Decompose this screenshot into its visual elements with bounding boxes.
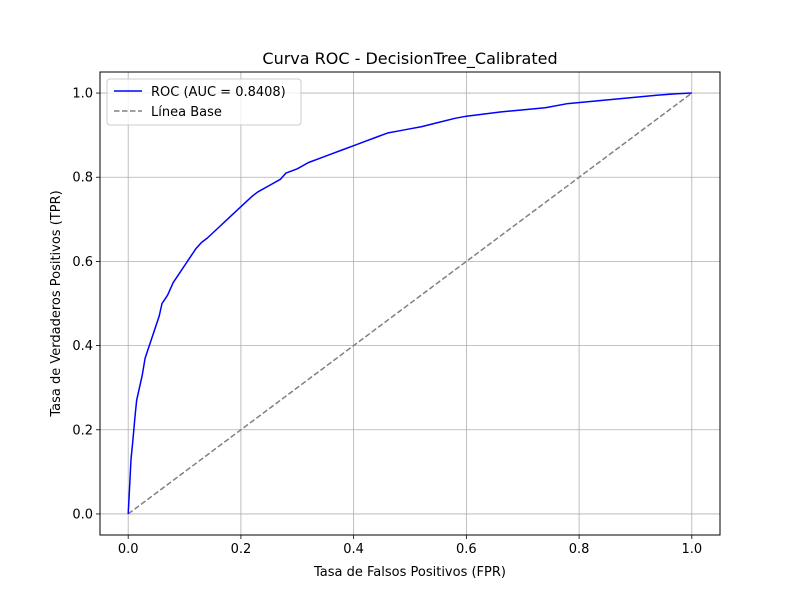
y-tick-label: 1.0: [72, 87, 93, 102]
x-tick-label: 0.8: [569, 542, 590, 557]
y-tick-label: 0.0: [72, 507, 93, 522]
x-tick-label: 1.0: [681, 542, 702, 557]
y-tick-label: 0.6: [72, 255, 93, 270]
plot-frame: [99, 71, 721, 536]
x-tick-label: 0.6: [456, 542, 477, 557]
legend-label-roc: ROC (AUC = 0.8408): [151, 85, 286, 100]
baseline-line: [127, 92, 693, 515]
roc-curve-line: [127, 92, 692, 514]
y-axis-label: Tasa de Verdaderos Positivos (TPR): [49, 190, 64, 417]
legend-label-baseline: Línea Base: [151, 105, 222, 120]
legend: ROC (AUC = 0.8408) Línea Base: [106, 78, 302, 126]
x-tick-label: 0.2: [231, 542, 252, 557]
y-tick-label: 0.8: [72, 171, 93, 186]
chart-title: Curva ROC - DecisionTree_Calibrated: [262, 49, 557, 69]
y-axis-ticks: 0.0 0.2 0.4 0.6 0.8 1.0: [72, 87, 100, 522]
x-tick-label: 0.4: [343, 542, 364, 557]
series-layer: [127, 92, 693, 515]
y-tick-label: 0.4: [72, 339, 93, 354]
y-tick-label: 0.2: [72, 423, 93, 438]
x-tick-label: 0.0: [118, 542, 139, 557]
x-axis-ticks: 0.0 0.2 0.4 0.6 0.8 1.0: [118, 535, 702, 557]
legend-box: [106, 78, 302, 126]
x-axis-label: Tasa de Falsos Positivos (FPR): [313, 565, 506, 580]
